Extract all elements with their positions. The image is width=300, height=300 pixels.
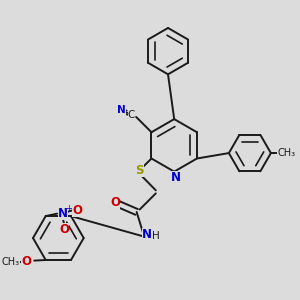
Text: O: O — [59, 223, 69, 236]
Text: N: N — [58, 207, 68, 220]
Text: CH₃: CH₃ — [277, 148, 296, 158]
Text: N: N — [117, 105, 126, 115]
Text: O: O — [21, 255, 31, 268]
Text: N: N — [171, 171, 181, 184]
Text: CH₃: CH₃ — [2, 256, 20, 266]
Text: ⁻: ⁻ — [67, 227, 72, 237]
Text: O: O — [110, 196, 120, 209]
Text: S: S — [136, 164, 144, 177]
Text: O: O — [72, 204, 82, 217]
Text: C: C — [128, 110, 135, 120]
Text: H: H — [152, 231, 160, 241]
Text: +: + — [65, 204, 72, 213]
Text: N: N — [142, 228, 152, 241]
